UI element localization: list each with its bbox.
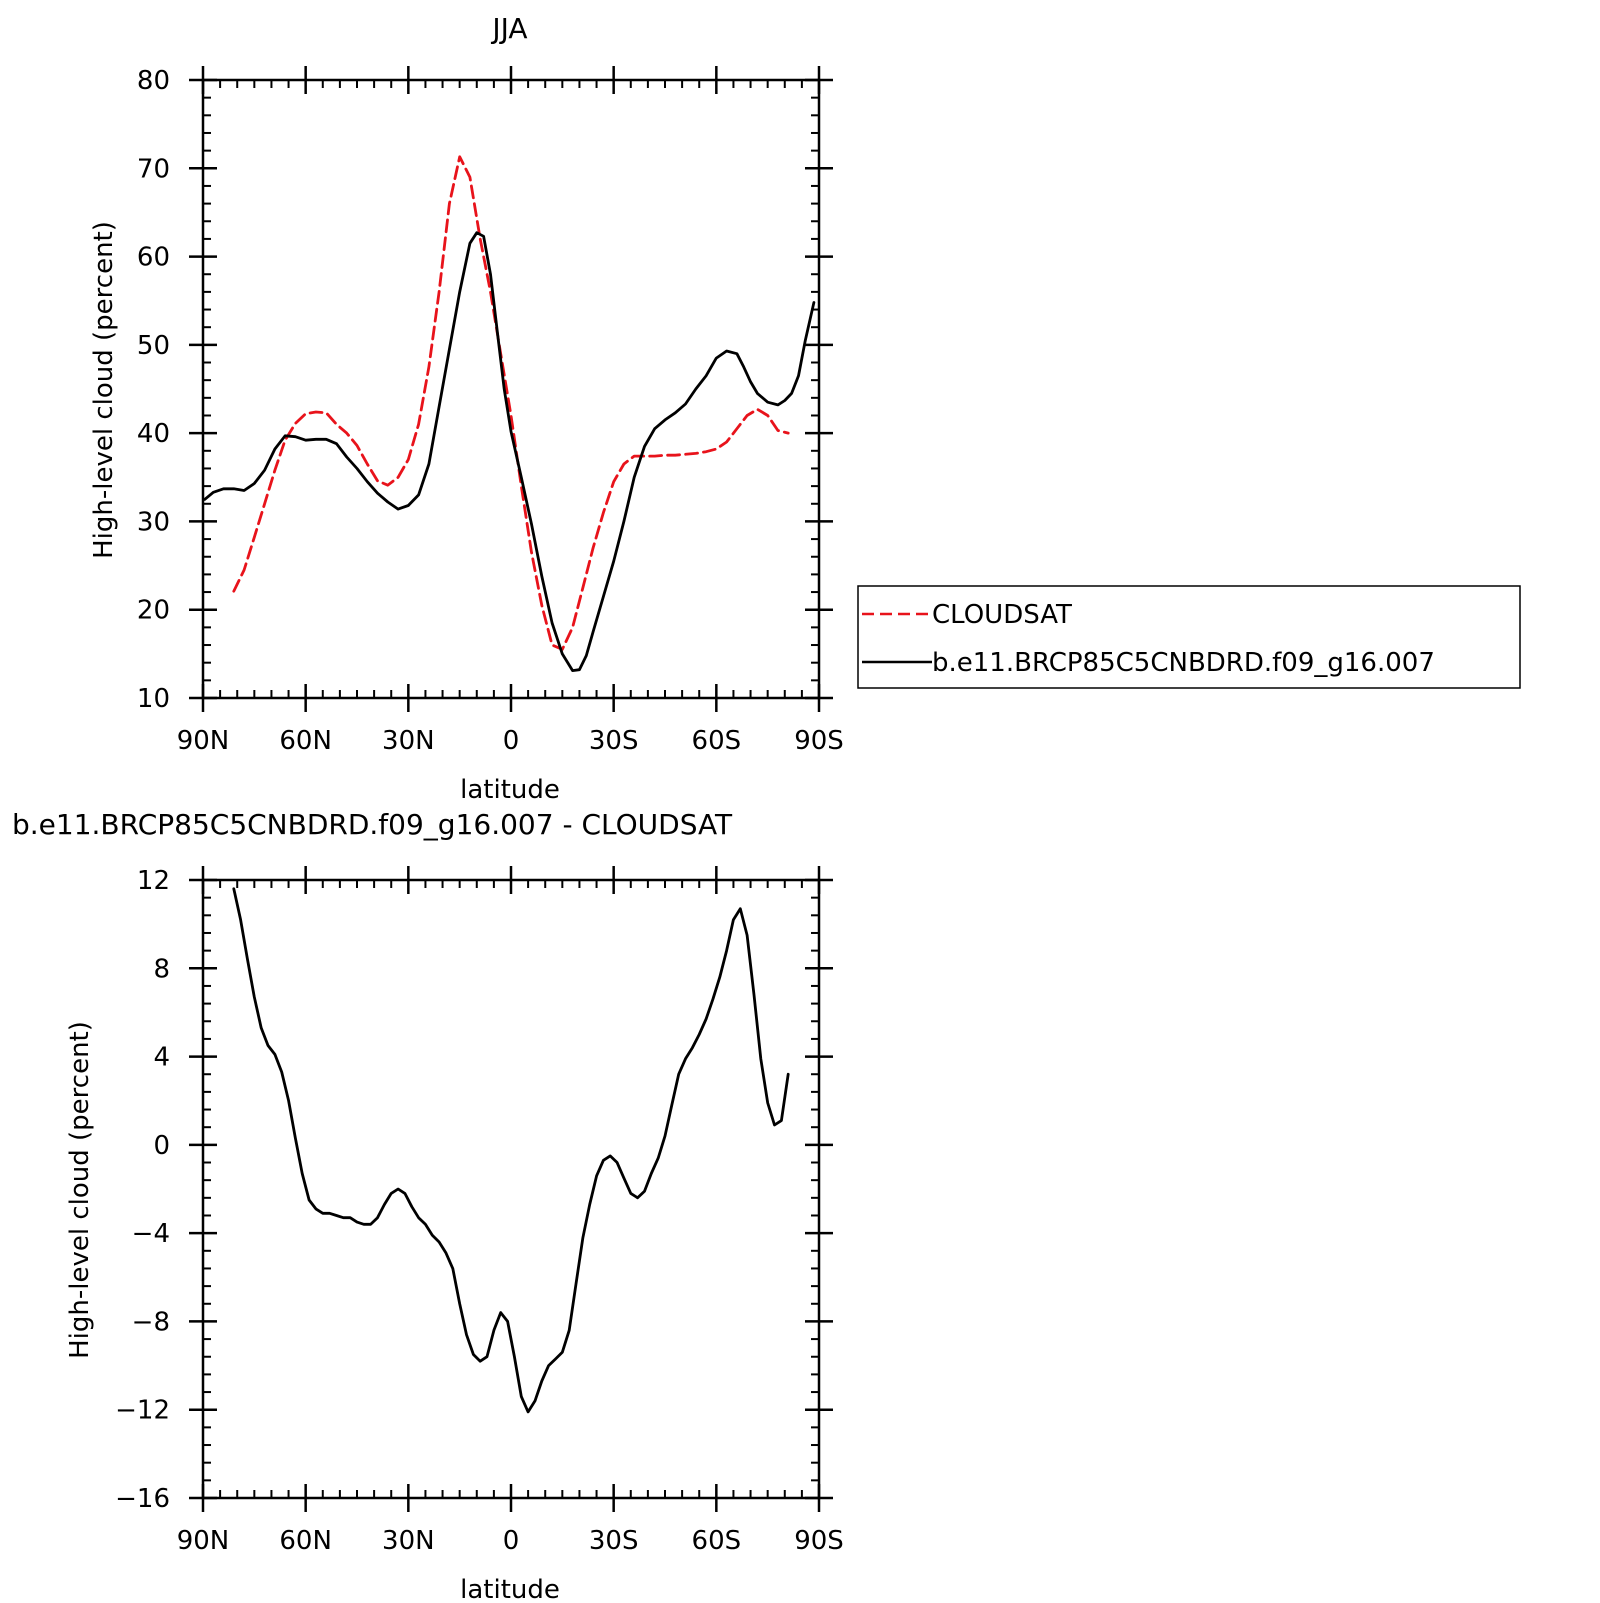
x-tick-label: 30N [382, 1526, 435, 1556]
series-line-0 [232, 155, 790, 651]
y-tick-label: 30 [137, 507, 170, 537]
chart-title: JJA [490, 12, 527, 45]
panel-difference: b.e11.BRCP85C5CNBDRD.f09_g16.007 - CLOUD… [12, 808, 844, 1603]
y-tick-label: −12 [115, 1396, 170, 1426]
x-tick-label: 30S [589, 726, 639, 756]
y-tick-label: 80 [137, 66, 170, 96]
y-tick-label: 60 [137, 243, 170, 273]
y-tick-label: −16 [115, 1484, 170, 1514]
y-tick-label: 10 [137, 684, 170, 714]
x-tick-label: 0 [503, 726, 520, 756]
x-axis-label: latitude [460, 775, 560, 805]
series-group [203, 155, 816, 672]
series-line-1 [203, 231, 816, 672]
x-tick-label: 90N [177, 1526, 230, 1556]
x-tick-label: 30S [589, 1526, 639, 1556]
x-tick-label: 90S [794, 1526, 844, 1556]
plot-frame [201, 78, 821, 700]
series-group [232, 887, 790, 1414]
x-tick-label: 60N [279, 1526, 332, 1556]
plot-frame [201, 878, 821, 1500]
y-tick-label: 12 [137, 866, 170, 896]
legend: CLOUDSAT b.e11.BRCP85C5CNBDRD.f09_g16.00… [857, 585, 1521, 689]
legend-label-cloudsat: CLOUDSAT [932, 600, 1072, 630]
y-tick-label: 50 [137, 331, 170, 361]
series-line-0 [232, 887, 790, 1414]
chart-title: b.e11.BRCP85C5CNBDRD.f09_g16.007 - CLOUD… [12, 808, 733, 841]
panel-jja: JJA High-level cloud (percent) latitude … [89, 12, 844, 805]
y-axis-label: High-level cloud (percent) [89, 221, 119, 559]
y-tick-label: −4 [132, 1219, 170, 1249]
y-tick-label: 8 [153, 954, 170, 984]
legend-label-model: b.e11.BRCP85C5CNBDRD.f09_g16.007 [932, 648, 1435, 678]
y-tick-label: 70 [137, 154, 170, 184]
y-tick-label: 4 [153, 1043, 170, 1073]
x-tick-label: 30N [382, 726, 435, 756]
x-tick-label: 60S [692, 1526, 742, 1556]
y-tick-label: −8 [132, 1307, 170, 1337]
x-tick-label: 60N [279, 726, 332, 756]
x-tick-label: 90N [177, 726, 230, 756]
y-tick-label: 40 [137, 419, 170, 449]
x-tick-label: 0 [503, 1526, 520, 1556]
y-tick-label: 0 [153, 1131, 170, 1161]
legend-box [857, 585, 1521, 689]
x-tick-label: 90S [794, 726, 844, 756]
x-axis-label: latitude [460, 1575, 560, 1603]
x-tick-label: 60S [692, 726, 742, 756]
y-tick-label: 20 [137, 596, 170, 626]
y-axis-label: High-level cloud (percent) [65, 1021, 95, 1359]
